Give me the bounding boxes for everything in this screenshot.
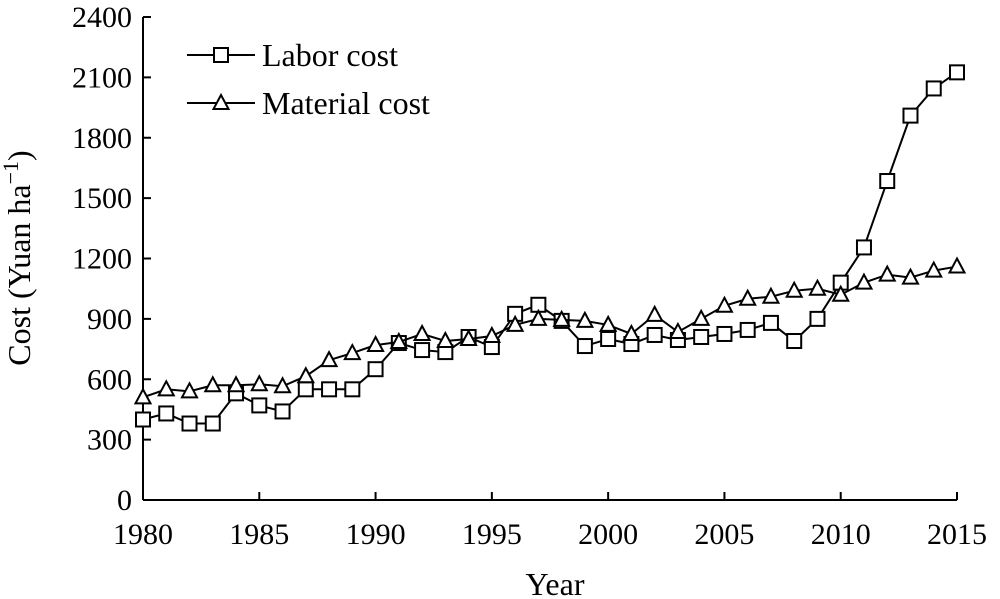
material-cost-point (505, 314, 525, 332)
material-cost-point (622, 323, 641, 341)
labor-cost-point (158, 405, 175, 422)
material-cost-point (924, 260, 943, 278)
material-cost-point (668, 321, 688, 339)
labor-cost-point (693, 328, 710, 345)
legend-item-labor-cost: Labor cost (187, 37, 398, 73)
labor-cost-point (274, 403, 291, 420)
y-axis-title: Cost (Yuan ha−1) (0, 150, 37, 365)
material-cost-point (226, 375, 246, 393)
y-axis-title-main: Cost (Yuan ha (1, 184, 37, 365)
y-tick-label: 900 (87, 303, 132, 336)
material-cost-point (575, 310, 595, 328)
material-cost-point (296, 366, 315, 384)
labor-cost-point (855, 239, 872, 256)
x-axis-title: Year (526, 566, 585, 599)
labor-cost-point (925, 80, 942, 97)
material-cost-point (436, 330, 455, 349)
series-labor-cost (135, 64, 965, 432)
material-cost-point (482, 325, 502, 343)
legend: Labor cost Material cost (187, 37, 430, 121)
material-cost-point (529, 308, 548, 326)
material-cost-point (785, 280, 804, 298)
labor-cost-point (949, 64, 965, 81)
x-tick-label: 1985 (229, 518, 289, 551)
legend-marker-triangle (211, 92, 231, 110)
material-cost-point (250, 374, 269, 392)
material-cost-point (947, 256, 967, 274)
labor-cost-point (321, 381, 338, 398)
labor-cost-point (600, 331, 617, 347)
y-tick-label: 600 (87, 363, 132, 396)
material-cost-point (738, 288, 757, 306)
material-cost-point (319, 350, 339, 368)
y-axis-title-close: ) (1, 150, 37, 161)
series-material-cost (133, 256, 967, 405)
labor-cost-point (414, 342, 431, 359)
y-tick-label: 300 (87, 424, 132, 457)
y-axis-title-superscript: −1 (0, 161, 23, 184)
labor-cost-point (902, 107, 919, 124)
labor-cost-point (204, 415, 221, 432)
material-cost-point (831, 284, 850, 302)
x-tick-label: 1990 (346, 518, 406, 551)
material-cost-point (598, 314, 618, 332)
material-cost-point (180, 381, 199, 399)
material-cost-point (878, 264, 897, 282)
material-cost-point (901, 267, 920, 285)
material-cost-point (808, 278, 827, 296)
labor-cost-point (809, 310, 826, 327)
x-tick-label: 2010 (811, 518, 871, 551)
material-cost-point (366, 334, 385, 353)
x-tick-label: 1980 (113, 518, 173, 551)
labor-cost-point (344, 381, 361, 398)
labor-cost-point (576, 338, 593, 355)
y-tick-label: 1200 (72, 243, 132, 276)
material-cost-point (459, 328, 478, 346)
series-layer (133, 64, 967, 432)
labor-cost-line (142, 71, 958, 425)
legend-item-material-cost: Material cost (187, 85, 430, 121)
x-tick-label: 2005 (694, 518, 754, 551)
labor-cost-point (297, 381, 314, 398)
material-cost-point (412, 323, 432, 341)
material-cost-point (203, 375, 222, 393)
axes: 0 300 600 900 1200 1500 1800 2100 2400 1980 1985 19… (72, 1, 987, 551)
legend-label: Labor cost (262, 37, 398, 73)
material-cost-point (552, 309, 571, 327)
material-cost-point (343, 342, 362, 361)
labor-cost-point (762, 314, 779, 331)
labor-cost-point (879, 173, 896, 190)
y-tick-label: 1800 (72, 122, 132, 155)
x-tick-label: 2000 (578, 518, 638, 551)
material-cost-point (715, 295, 734, 313)
labor-cost-point (646, 326, 663, 343)
y-tick-label: 0 (117, 484, 132, 517)
material-cost-point (854, 272, 874, 290)
material-cost-point (645, 304, 664, 322)
material-cost-point (273, 376, 292, 394)
material-cost-point (133, 387, 153, 405)
legend-label: Material cost (262, 85, 430, 121)
material-cost-point (389, 331, 408, 350)
y-tick-label: 1500 (72, 182, 132, 215)
x-tick-label: 2015 (927, 518, 987, 551)
labor-cost-point (716, 325, 733, 342)
material-cost-point (692, 308, 711, 326)
material-cost-point (157, 379, 176, 397)
labor-cost-point (135, 411, 151, 428)
y-tick-label: 2100 (72, 61, 132, 94)
labor-cost-point (251, 397, 268, 414)
labor-cost-point (739, 321, 756, 338)
material-cost-point (761, 286, 781, 304)
legend-marker-square (213, 47, 229, 63)
y-tick-label: 2400 (72, 1, 132, 34)
labor-cost-point (181, 415, 198, 432)
x-tick-label: 1995 (462, 518, 522, 551)
labor-cost-point (786, 333, 803, 350)
labor-cost-point (367, 361, 384, 378)
